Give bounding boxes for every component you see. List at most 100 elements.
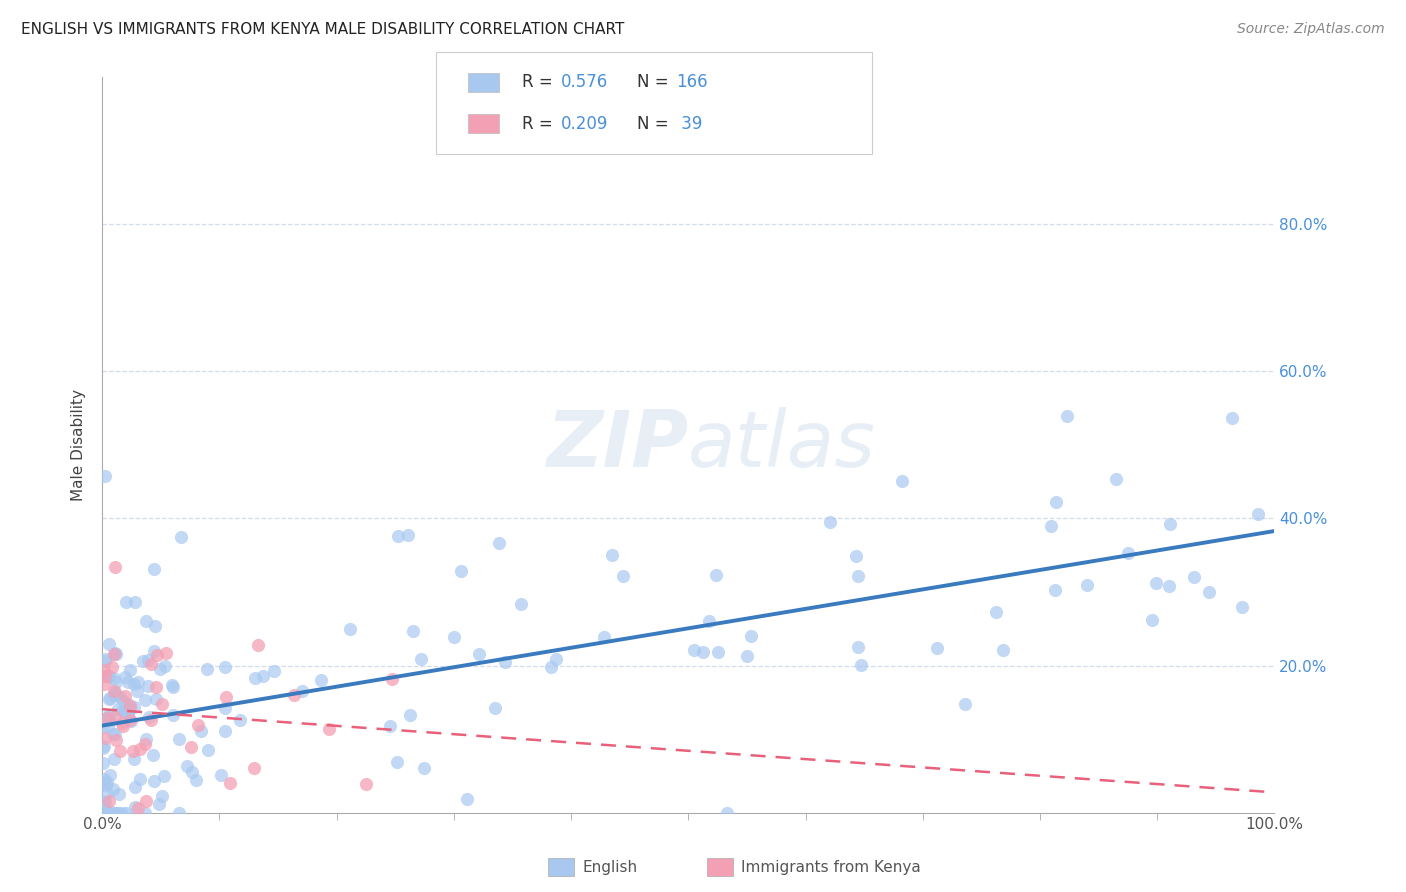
Point [309, 673, 332, 687]
Point [105, 733, 128, 747]
Point [1198, 584, 1220, 599]
Point [91, 721, 114, 735]
Point [129, 772, 152, 786]
Point [484, 700, 506, 714]
Point [1232, 599, 1254, 614]
Point [104, 710, 127, 724]
Point [141, 747, 163, 762]
Point [1116, 546, 1139, 560]
Text: ZIP: ZIP [546, 407, 689, 483]
Point [94, 795, 117, 809]
Point [149, 662, 172, 676]
Point [122, 744, 145, 758]
Point [148, 797, 170, 811]
Point [1105, 472, 1128, 486]
Point [100, 805, 122, 819]
Point [150, 789, 173, 804]
Point [127, 801, 149, 815]
Point [197, 743, 219, 757]
Point [1045, 582, 1067, 597]
Point [108, 744, 131, 758]
Point [103, 684, 125, 698]
Point [153, 659, 176, 673]
Point [103, 752, 125, 766]
Point [1140, 613, 1163, 627]
Point [1056, 409, 1078, 423]
Point [339, 623, 361, 637]
Point [612, 569, 634, 583]
Point [96, 669, 118, 683]
Point [104, 646, 127, 660]
Point [103, 671, 125, 685]
Point [98, 637, 121, 651]
Point [291, 683, 314, 698]
Text: R =: R = [522, 73, 558, 91]
Point [104, 727, 127, 741]
Point [143, 643, 166, 657]
Point [544, 652, 567, 666]
Point [96, 805, 118, 820]
Point [697, 614, 720, 628]
Text: 166: 166 [676, 73, 707, 91]
Point [97, 719, 120, 733]
Point [115, 805, 138, 820]
Point [91, 756, 114, 770]
Point [93, 469, 115, 483]
Point [412, 761, 434, 775]
Point [735, 648, 758, 663]
Point [93, 803, 115, 817]
Point [96, 709, 118, 723]
Point [118, 663, 141, 677]
Point [94, 655, 117, 669]
Point [540, 660, 562, 674]
Point [993, 642, 1015, 657]
Point [94, 778, 117, 792]
Point [107, 805, 129, 820]
Point [111, 704, 134, 718]
Point [111, 805, 134, 820]
Text: N =: N = [637, 73, 673, 91]
Point [114, 690, 136, 704]
Point [955, 697, 977, 711]
Point [93, 740, 115, 755]
Point [162, 707, 184, 722]
Point [1040, 518, 1063, 533]
Point [101, 781, 124, 796]
Point [1220, 411, 1243, 425]
Point [118, 713, 141, 727]
Point [243, 761, 266, 775]
Point [229, 714, 252, 728]
Point [846, 568, 869, 582]
Text: R =: R = [522, 115, 558, 133]
Point [98, 794, 121, 808]
Point [1076, 578, 1098, 592]
Point [98, 713, 121, 727]
Point [93, 795, 115, 809]
Point [145, 692, 167, 706]
Point [167, 731, 190, 746]
Text: 39: 39 [676, 115, 703, 133]
Point [1184, 570, 1206, 584]
Point [450, 564, 472, 578]
Point [195, 662, 218, 676]
Point [96, 711, 118, 725]
Point [740, 629, 762, 643]
Text: Immigrants from Kenya: Immigrants from Kenya [741, 860, 921, 874]
Point [820, 516, 842, 530]
Point [494, 656, 516, 670]
Point [153, 769, 176, 783]
Point [138, 709, 160, 723]
Point [143, 619, 166, 633]
Point [105, 647, 128, 661]
Point [318, 723, 340, 737]
Point [96, 652, 118, 666]
Text: English: English [582, 860, 637, 874]
Point [111, 693, 134, 707]
Point [215, 690, 238, 704]
Point [93, 669, 115, 683]
Point [112, 719, 135, 733]
Text: 0.209: 0.209 [561, 115, 609, 133]
Point [103, 559, 125, 574]
Point [135, 794, 157, 808]
Point [385, 755, 408, 769]
